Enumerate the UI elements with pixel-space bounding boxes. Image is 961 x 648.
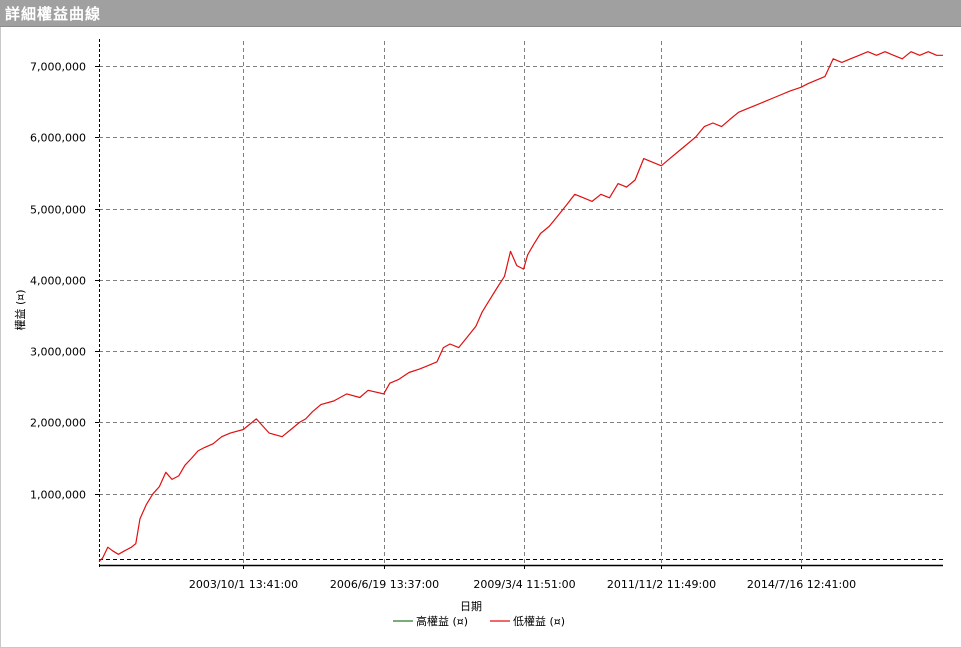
window-titlebar: 詳細權益曲線 xyxy=(0,0,961,27)
y-axis-label: 權益 (¤) xyxy=(13,289,27,330)
x-axis-ticks: 2003/10/1 13:41:00 2006/6/19 13:37:00 2009… xyxy=(189,565,856,591)
x-tick-label: 2003/10/1 13:41:00 xyxy=(189,578,298,591)
legend-label: 高權益 (¤) xyxy=(416,614,468,628)
x-tick-label: 2014/7/16 12:41:00 xyxy=(747,578,856,591)
window-title: 詳細權益曲線 xyxy=(5,5,102,23)
gridlines xyxy=(99,41,943,565)
legend-label: 低權益 (¤) xyxy=(513,614,565,628)
x-axis-label: 日期 xyxy=(460,600,482,613)
y-tick-label: 4,000,000 xyxy=(30,275,86,288)
series-lines xyxy=(98,51,943,562)
y-tick-label: 6,000,000 xyxy=(30,132,86,145)
y-tick-label: 1,000,000 xyxy=(30,489,86,502)
y-tick-label: 3,000,000 xyxy=(30,346,86,359)
y-axis-ticks: 1,000,000 2,000,000 3,000,000 4,000,000 5,00… xyxy=(30,61,99,502)
y-tick-label: 5,000,000 xyxy=(30,204,86,217)
legend: 高權益 (¤) 低權益 (¤) xyxy=(393,614,565,628)
y-tick-label: 7,000,000 xyxy=(30,61,86,74)
equity-chart: 1,000,000 2,000,000 3,000,000 4,000,000 5,00… xyxy=(13,39,943,628)
y-tick-label: 2,000,000 xyxy=(30,417,86,430)
x-tick-label: 2006/6/19 13:37:00 xyxy=(330,578,439,591)
series-line xyxy=(98,51,943,562)
axes xyxy=(99,39,943,569)
x-tick-label: 2011/11/2 11:49:00 xyxy=(607,578,716,591)
x-tick-label: 2009/3/4 11:51:00 xyxy=(473,578,575,591)
